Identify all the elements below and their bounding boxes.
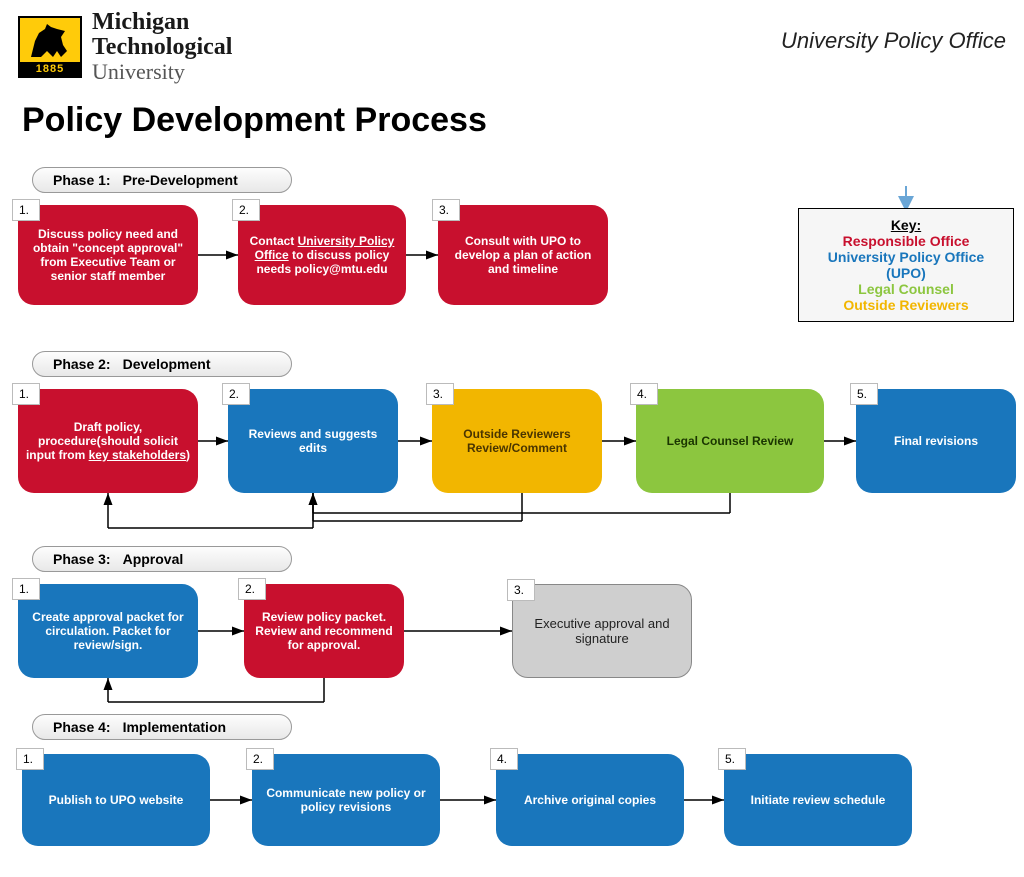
page-title: Policy Development Process xyxy=(22,101,1024,140)
node-number: 4. xyxy=(630,383,658,405)
flow-node: 3.Executive approval and signature xyxy=(512,584,692,678)
flow-node: 5.Final revisions xyxy=(856,389,1016,493)
node-number: 3. xyxy=(507,579,535,601)
phase-label: Phase 3:Approval xyxy=(32,546,292,572)
node-number: 2. xyxy=(246,748,274,770)
wordmark-line1: Michigan xyxy=(92,10,232,35)
flow-node: 4.Archive original copies xyxy=(496,754,684,846)
node-number: 5. xyxy=(718,748,746,770)
node-number: 3. xyxy=(426,383,454,405)
node-number: 2. xyxy=(232,199,260,221)
logo-block: 1885 Michigan Technological University xyxy=(18,10,232,83)
node-number: 1. xyxy=(16,748,44,770)
office-name: University Policy Office xyxy=(781,28,1006,54)
legend-key: Key:Responsible OfficeUniversity Policy … xyxy=(798,208,1014,322)
node-number: 1. xyxy=(12,199,40,221)
phase-label: Phase 2:Development xyxy=(32,351,292,377)
phase-label: Phase 1:Pre-Development xyxy=(32,167,292,193)
header: 1885 Michigan Technological University U… xyxy=(0,0,1024,83)
logo-icon: 1885 xyxy=(18,16,82,78)
node-number: 5. xyxy=(850,383,878,405)
flow-node: 1.Publish to UPO website xyxy=(22,754,210,846)
logo-year: 1885 xyxy=(20,62,80,76)
flow-node: 4.Legal Counsel Review xyxy=(636,389,824,493)
flow-node: 3.Outside Reviewers Review/Comment xyxy=(432,389,602,493)
flow-node: 2.Communicate new policy or policy revis… xyxy=(252,754,440,846)
flow-node: 3.Consult with UPO to develop a plan of … xyxy=(438,205,608,305)
flow-node: 2.Reviews and suggests edits xyxy=(228,389,398,493)
flow-node: 1.Create approval packet for circulation… xyxy=(18,584,198,678)
node-number: 3. xyxy=(432,199,460,221)
flow-node: 5.Initiate review schedule xyxy=(724,754,912,846)
node-number: 2. xyxy=(222,383,250,405)
node-number: 1. xyxy=(12,383,40,405)
node-number: 4. xyxy=(490,748,518,770)
flow-node: 2.Review policy packet. Review and recom… xyxy=(244,584,404,678)
phase-label: Phase 4:Implementation xyxy=(32,714,292,740)
node-number: 1. xyxy=(12,578,40,600)
flow-node: 1.Discuss policy need and obtain "concep… xyxy=(18,205,198,305)
wordmark: Michigan Technological University xyxy=(92,10,232,83)
husky-icon xyxy=(27,21,73,59)
wordmark-line3: University xyxy=(92,60,232,83)
flow-node: 1.Draft policy, procedure(should solicit… xyxy=(18,389,198,493)
node-number: 2. xyxy=(238,578,266,600)
wordmark-line2: Technological xyxy=(92,35,232,60)
flow-node: 2.Contact University Policy Office to di… xyxy=(238,205,406,305)
